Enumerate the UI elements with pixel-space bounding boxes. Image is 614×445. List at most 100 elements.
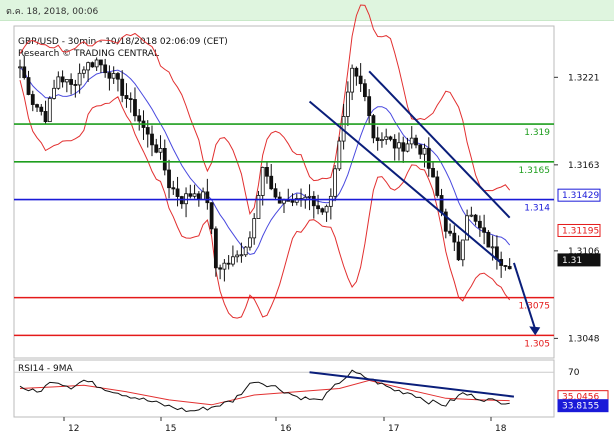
candle-body [52,87,56,99]
candle-body [482,227,487,233]
candle-body [201,191,205,200]
price-tag-box [557,188,601,202]
candle-body [69,79,73,85]
candle-body [26,77,31,95]
candle-body [435,176,440,196]
candle-body [209,202,214,230]
candle-body [43,111,48,123]
candle-body [18,66,22,69]
candle-body [384,136,389,140]
candle-body [469,214,474,217]
channel-lower-line [308,100,502,264]
candle-body [311,195,316,207]
candle-body [405,143,410,152]
candle-body [439,195,444,213]
rsi-line [19,369,510,413]
forecast-arrow-head [529,326,541,336]
candle-body [150,133,154,146]
candle-body [86,62,91,71]
candle-body [73,84,78,86]
candle-body [443,211,448,232]
candle-body [290,200,295,203]
candle-body [47,97,52,123]
price-tag-label: 1.31429 [562,191,599,201]
candle-body [392,138,397,149]
candle-body [175,188,180,197]
candle-body [103,64,108,74]
candle-body [269,175,274,190]
candle-body [397,142,401,149]
candle-body [363,83,367,98]
candle-body [120,78,125,96]
candle-body [90,62,95,68]
candle-body [328,195,333,207]
candle-body [77,72,82,86]
candle-body [107,72,112,79]
candle-body [409,137,414,145]
price-tag-box [557,253,601,267]
candle-body [452,232,457,243]
candle-body [192,193,197,197]
candle-body [354,67,359,77]
candle-body [324,205,329,213]
candle-body [388,136,393,140]
candle-body [273,188,278,198]
price-tag-label: 1.31 [562,256,582,266]
chart-subtitle: Research © TRADING CENTRAL [18,49,159,59]
candle-body [256,195,261,219]
candle-body [260,167,265,196]
candle-body [188,193,193,197]
candle-body [431,167,435,178]
price-tag-box [557,223,601,237]
candle-body [39,106,44,112]
candle-body [414,137,418,146]
candle-body [465,215,469,241]
candle-body [145,127,150,135]
rsi-title: RSI14 - 9MA [18,364,74,374]
candle-body [307,195,312,198]
candle-body [22,66,27,78]
y-tick-label: 1.3221 [568,73,600,83]
candle-body [337,140,342,170]
candle-body [477,220,482,229]
candle-body [213,228,218,269]
date-text: ต.ค. 18, 2018, 00:06 [6,7,99,17]
price-tag-label: 1.31195 [562,226,599,236]
candle-body [460,239,465,261]
level-label: 1.319 [524,128,550,138]
candle-body [243,246,248,256]
x-tick-label: 17 [388,424,399,434]
candle-body [137,115,142,122]
candle-body [171,187,176,190]
candle-body [286,199,291,202]
candle-body [218,267,223,270]
candle-body [184,193,188,205]
level-label: 1.305 [524,339,550,349]
candle-body [231,256,235,265]
candle-body [252,218,257,239]
y-tick-label: 1.3048 [568,334,600,344]
candle-body [350,67,355,93]
level-label: 1.314 [524,204,550,214]
candle-body [265,167,269,177]
candle-body [371,115,376,139]
y-tick-label: 1.3163 [568,161,600,171]
candle-body [503,265,508,267]
rsi-ma-line [19,379,510,406]
forecast-arrow-shaft [512,262,537,330]
candle-body [367,96,372,117]
x-tick-label: 15 [165,424,176,434]
candle-body [64,79,69,83]
candle-body [124,95,129,100]
candle-body [248,237,252,248]
x-tick-label: 12 [68,424,79,434]
candle-body [154,144,159,153]
price-panel-frame [13,25,555,359]
candle-body [448,230,452,234]
candle-body [128,98,133,101]
candle-body [345,91,350,117]
candle-body [282,199,286,204]
rsi-y-tick-label: 70 [568,368,580,378]
top-bar: ต.ค. 18, 2018, 00:06 [0,0,614,21]
candle-body [380,139,384,142]
